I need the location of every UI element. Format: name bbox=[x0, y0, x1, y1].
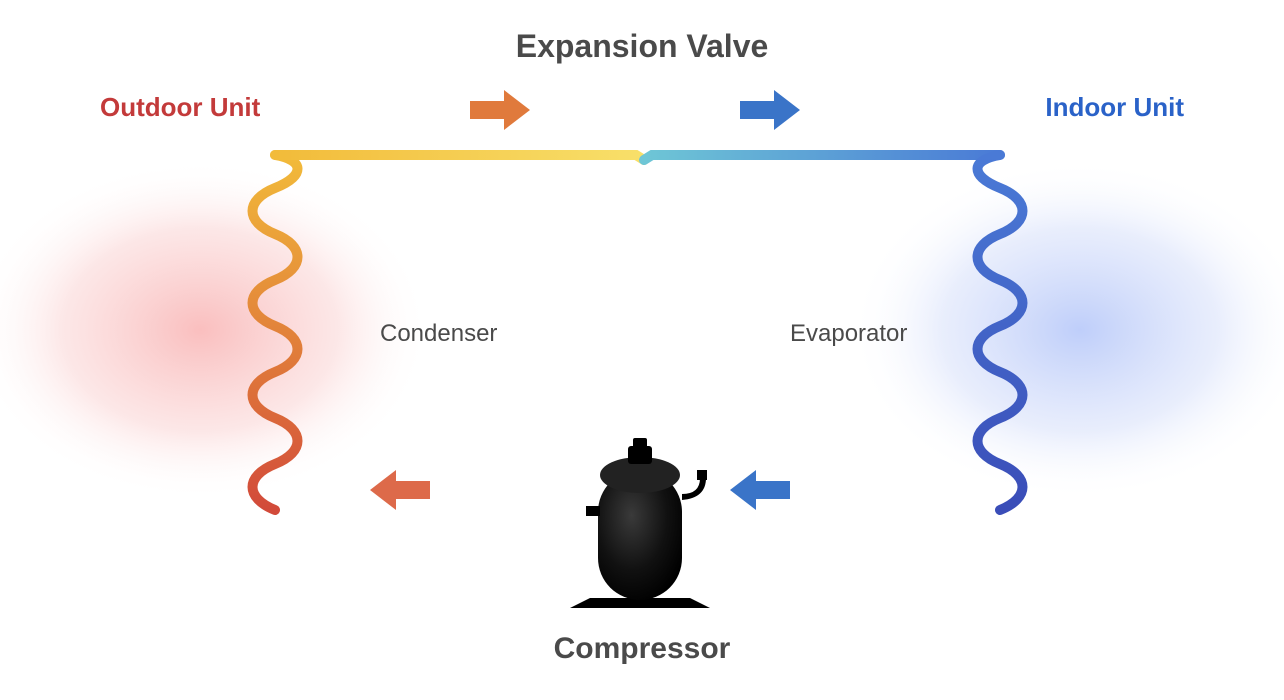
label-condenser: Condenser bbox=[380, 320, 497, 348]
label-indoor-unit: Indoor Unit bbox=[1045, 92, 1184, 123]
title-expansion-valve: Expansion Valve bbox=[0, 28, 1284, 65]
diagram-stage: Expansion Valve Outdoor Unit Indoor Unit… bbox=[0, 0, 1284, 700]
compressor-icon bbox=[570, 438, 710, 608]
label-evaporator: Evaporator bbox=[790, 320, 907, 348]
label-outdoor-unit: Outdoor Unit bbox=[100, 92, 260, 123]
title-compressor: Compressor bbox=[0, 632, 1284, 666]
